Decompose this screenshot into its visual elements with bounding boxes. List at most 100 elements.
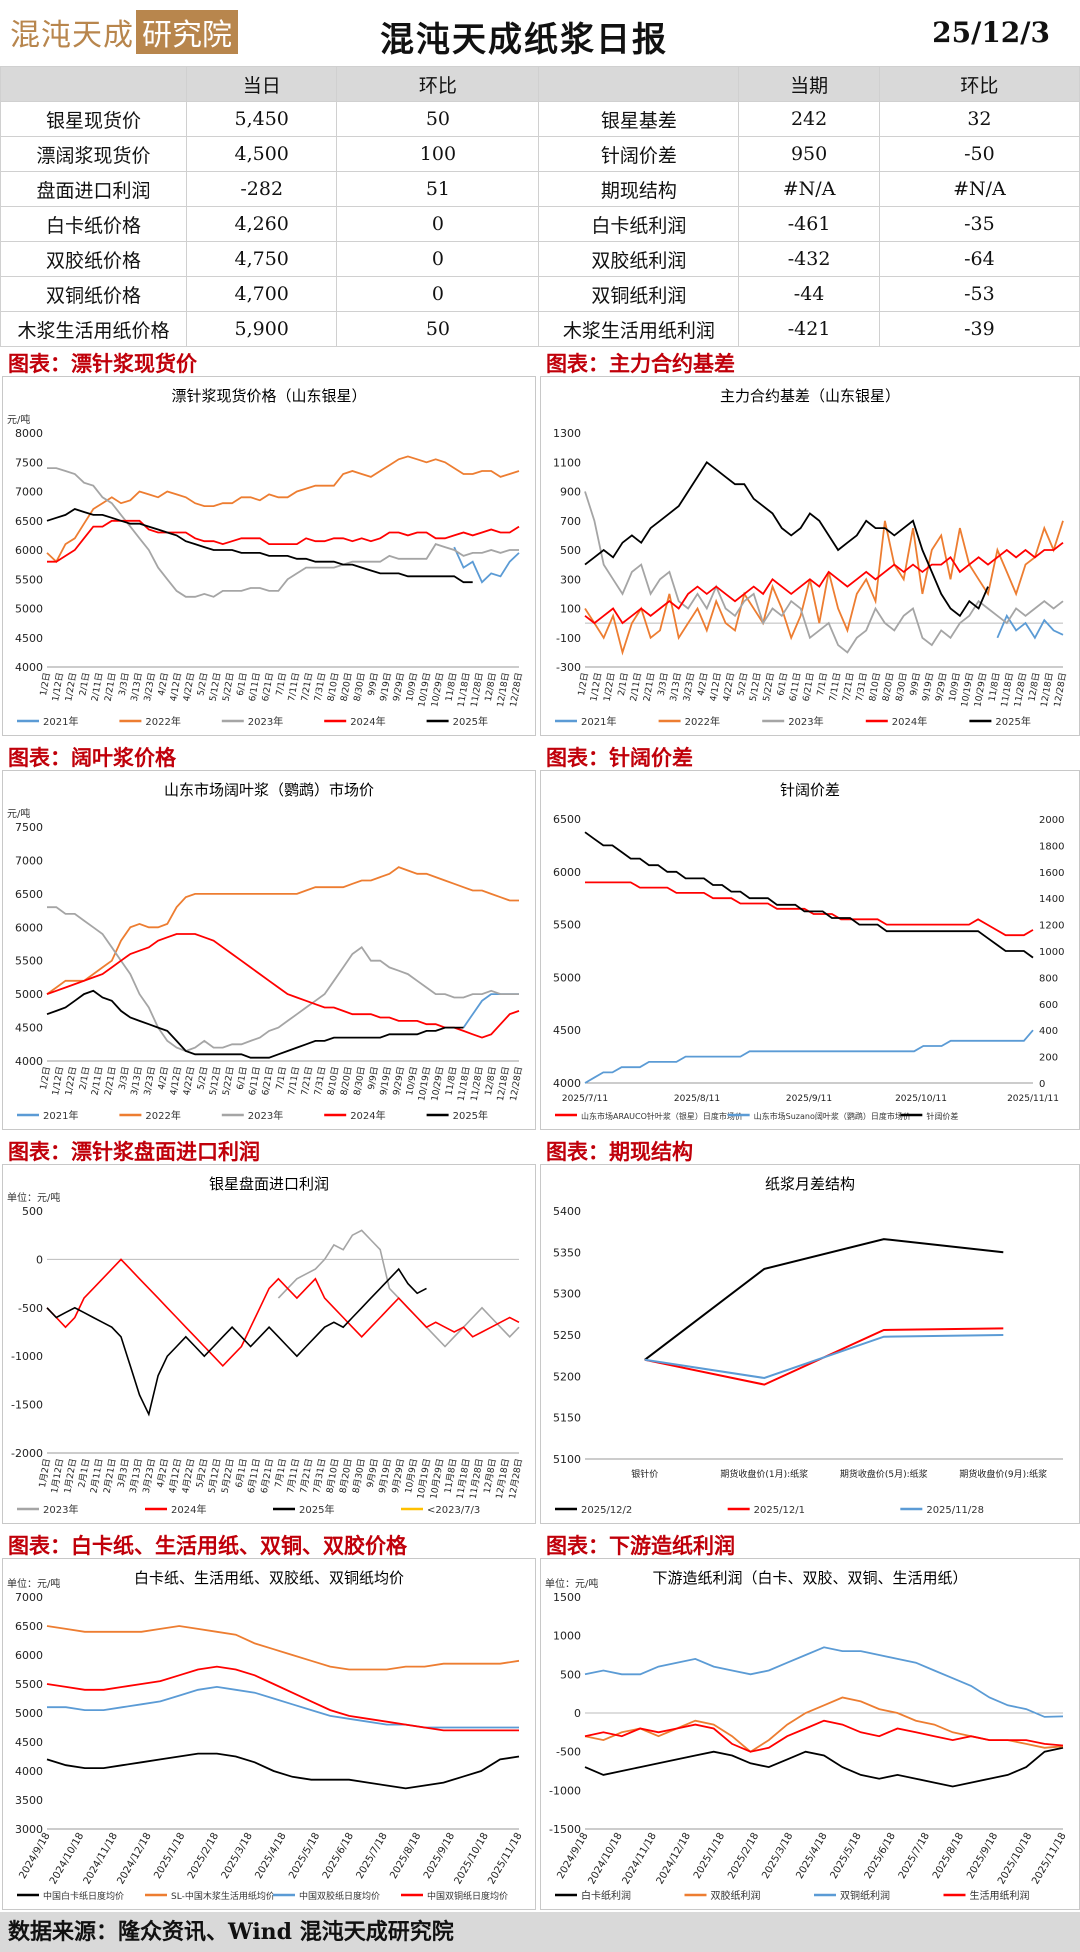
x-tick-label: 12/8日 [483,672,499,703]
y-tick-label: 1300 [553,427,581,440]
header-cell [538,66,740,102]
x-tick-label: 7/21日 [841,672,857,703]
x-tick-label: 2025/6/18 [863,1831,898,1881]
series-line-3 [584,491,1064,654]
summary-cell: -35 [878,206,1080,242]
x-tick-label: 2025/10/18 [453,1831,491,1886]
x-tick-label: 9/29日 [934,672,950,703]
legend-label: 中国双胶纸日度均价 [299,1890,380,1902]
y-tick-label: 1100 [553,456,581,469]
x-tick-label: 1/12日 [50,1066,66,1097]
summary-cell: 4,260 [185,206,338,242]
x-tick-label: 8/30日 [352,1066,368,1097]
y-tick-label: 8000 [15,427,43,440]
x-tick-label: 4/12日 [708,672,724,703]
summary-cell: 0 [336,206,540,242]
legend-label: <2023/7/3 [427,1505,480,1516]
summary-cell: 5,900 [185,311,338,347]
x-tick-label: 2025/8/18 [388,1831,423,1881]
section-title-nbsk-spot: 图表：漂针浆现货价 [8,351,197,376]
x-tick-label: 3/13日 [668,672,684,703]
section-title-hardwood: 图表：阔叶浆价格 [8,745,176,770]
x-tick-label: 2/21日 [641,672,657,703]
legend-label: 双胶纸利润 [711,1889,761,1902]
series-line-1 [462,993,519,1029]
header-cell: 环比 [336,66,540,102]
y-tick-label: 6000 [553,866,581,879]
x-tick-label: 6/21日 [801,672,817,703]
summary-row: 漂阔浆现货价 4,500 100 针阔价差 950 -50 [0,136,1080,172]
x-tick-label: 4/12日 [168,1066,184,1097]
summary-cell: 木浆生活用纸利润 [538,311,740,347]
y-tick-label: 1500 [553,1591,581,1604]
x-tick-label: 5/22日 [761,672,777,703]
x-tick-label: 2/1日 [616,672,631,697]
series-line-3 [584,1646,1064,1718]
y-tick-label: 5150 [553,1412,581,1425]
summary-cell: 32 [878,101,1080,137]
legend-label: 2025年 [299,1503,334,1516]
summary-cell: -39 [878,311,1080,347]
x-tick-label: 2025/6/18 [321,1831,356,1881]
x-tick-label: 2月1日 [76,1458,92,1489]
summary-cell: -64 [878,241,1080,277]
series-line-2 [46,866,519,995]
legend-label: 山东市场ARAUCO针叶浆（银星）日度市场价 [581,1111,743,1121]
legend-label: 2023年 [248,715,283,728]
chart-title: 白卡纸、生活用纸、双胶纸、双铜纸均价 [134,1569,404,1587]
y-tick-label: 5000 [15,1707,43,1720]
summary-table: 当日 环比 当期 环比 银星现货价 5,450 50 银星基差 242 32 漂阔浆现货价 4… [0,66,1080,347]
x-tick-label: 12/8日 [1026,672,1042,703]
x-tick-label: 期货收盘价(5月):纸浆 [840,1468,928,1480]
y-tick-label: 6500 [553,813,581,826]
summary-cell: 针阔价差 [538,136,740,172]
summary-row: 盘面进口利润 -282 51 期现结构 #N/A #N/A [0,171,1080,207]
x-tick-label: 1/22日 [63,672,79,703]
y-tick-label: 100 [560,603,581,616]
chart-title: 漂针浆现货价格（山东银星） [171,387,366,405]
x-tick-label: 8/20日 [339,1066,355,1097]
legend-label: 2023年 [248,1109,283,1122]
x-tick-label: 7/31日 [312,672,328,703]
summary-cell: 双胶纸利润 [538,241,740,277]
series-line-1 [277,1229,520,1348]
x-tick-label: 2025/11/18 [1030,1831,1068,1886]
legend-label: 中国双铜纸日度均价 [427,1890,508,1902]
x-tick-label: 10/9日 [947,672,963,703]
y-tick-label: 5100 [553,1453,581,1466]
summary-cell: 100 [336,136,540,172]
x-tick-label: 7/11日 [827,672,843,703]
x-tick-label: 9/29日 [391,672,407,703]
section-title-spread: 图表：针阔价差 [546,745,693,770]
unit-label: 元/吨 [7,807,30,820]
x-tick-label: 1/2日 [576,672,591,697]
series-line-2 [46,1625,520,1671]
section-title-paper-profit: 图表：下游造纸利润 [546,1533,735,1558]
y-tick-label: 5250 [553,1329,581,1342]
x-tick-label: 8/20日 [339,672,355,703]
x-tick-label: 3/3日 [656,672,671,697]
summary-cell: 期现结构 [538,171,740,207]
header-cell: 当期 [738,66,880,102]
summary-cell: 242 [738,101,880,137]
y-tick-label: 500 [560,1668,581,1681]
y2-tick-label: 200 [1039,1053,1058,1064]
y-tick-label: 4500 [15,632,43,645]
x-tick-label: 2025/7/18 [897,1831,932,1881]
summary-cell: 950 [738,136,880,172]
summary-row: 木浆生活用纸价格 5,900 50 木浆生活用纸利润 -421 -39 [0,311,1080,347]
summary-cell: 双胶纸价格 [0,241,187,277]
y-tick-label: 6500 [15,888,43,901]
legend-label: 2021年 [43,715,78,728]
chart-basis: 主力合约基差（山东银星） -300 -100 100 300 500 700 900 1100 1… [540,376,1080,736]
x-tick-label: 5/12日 [748,672,764,703]
x-tick-label: 2024/11/18 [82,1831,120,1886]
x-tick-label: 1/2日 [38,1066,53,1091]
x-tick-label: 2024/10/18 [48,1831,86,1886]
section-title-structure: 图表：期现结构 [546,1139,693,1164]
x-tick-label: 2/11日 [628,672,644,703]
y-tick-label: 5000 [15,988,43,1001]
summary-cell: 4,750 [185,241,338,277]
report-header: 混沌天成 研究院 混沌天成纸浆日报 25/12/3 [0,0,1080,66]
x-tick-label: 2025/7/18 [355,1831,390,1881]
